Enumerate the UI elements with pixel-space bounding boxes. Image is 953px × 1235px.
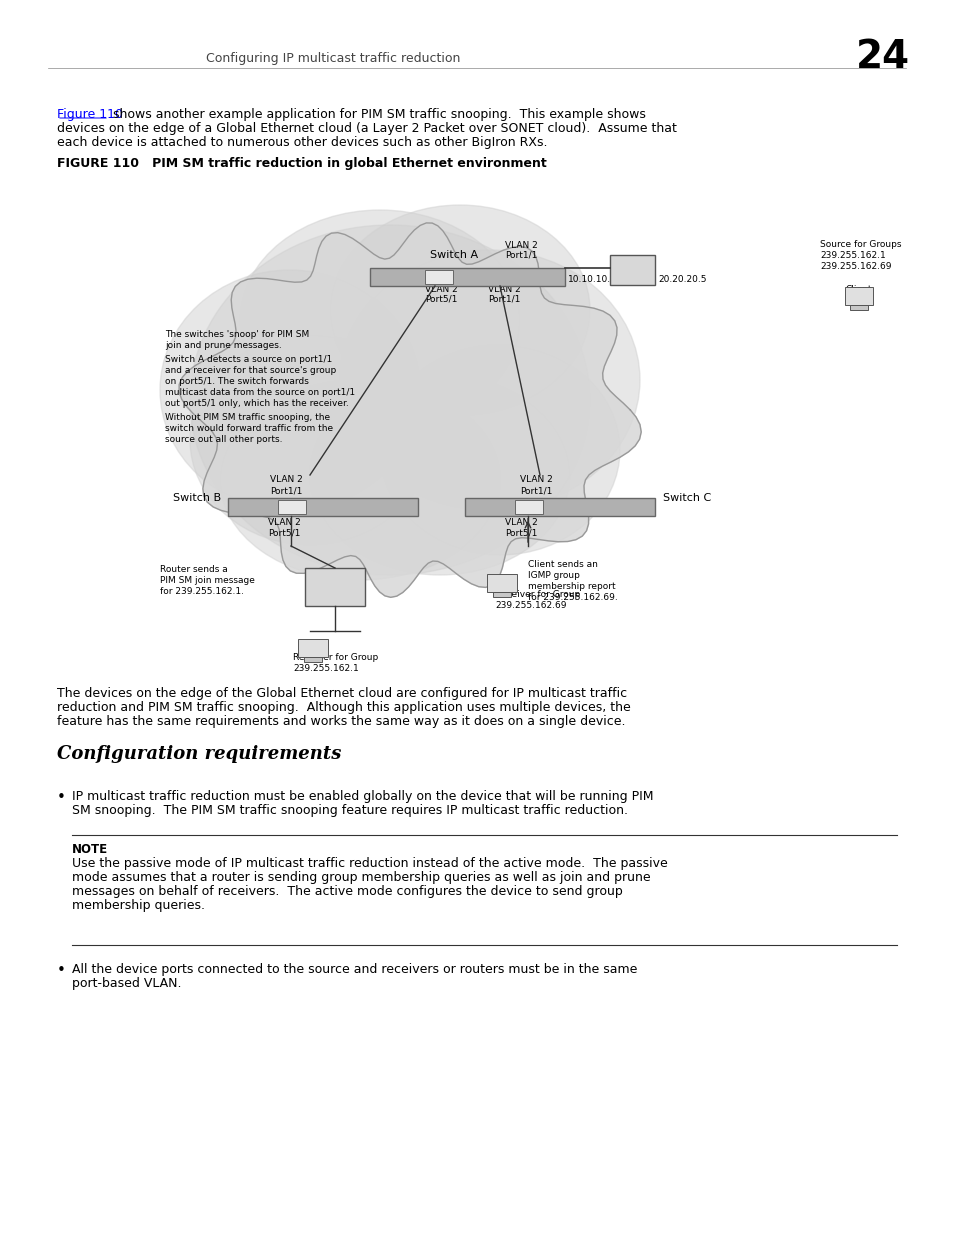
Text: Use the passive mode of IP multicast traffic reduction instead of the active mod: Use the passive mode of IP multicast tra… xyxy=(71,857,667,869)
Text: 239.255.162.69: 239.255.162.69 xyxy=(820,262,890,270)
Ellipse shape xyxy=(330,205,589,415)
Text: Port1/1: Port1/1 xyxy=(488,294,519,303)
Text: membership report: membership report xyxy=(527,582,615,592)
Text: Router: Router xyxy=(318,590,351,600)
Text: VLAN 2: VLAN 2 xyxy=(424,285,457,294)
Text: VLAN 2: VLAN 2 xyxy=(488,285,520,294)
Text: shows another example application for PIM SM traffic snooping.  This example sho: shows another example application for PI… xyxy=(109,107,645,121)
FancyBboxPatch shape xyxy=(370,268,564,287)
Text: Port1/1: Port1/1 xyxy=(519,487,552,495)
Ellipse shape xyxy=(339,249,639,510)
Text: PIM SM join message: PIM SM join message xyxy=(160,576,254,585)
Text: All the device ports connected to the source and receivers or routers must be in: All the device ports connected to the so… xyxy=(71,963,637,976)
FancyBboxPatch shape xyxy=(297,638,328,657)
Text: Port5/1: Port5/1 xyxy=(268,529,300,538)
Text: SM snooping.  The PIM SM traffic snooping feature requires IP multicast traffic : SM snooping. The PIM SM traffic snooping… xyxy=(71,804,627,818)
Text: port-based VLAN.: port-based VLAN. xyxy=(71,977,181,990)
Polygon shape xyxy=(179,224,640,598)
Text: on port5/1. The switch forwards: on port5/1. The switch forwards xyxy=(165,377,309,387)
Text: The devices on the edge of the Global Ethernet cloud are configured for IP multi: The devices on the edge of the Global Et… xyxy=(57,687,626,700)
Text: 239.255.162.69: 239.255.162.69 xyxy=(495,601,566,610)
Ellipse shape xyxy=(220,380,499,580)
Text: 20.20.20.5: 20.20.20.5 xyxy=(658,275,706,284)
Text: Router sends a: Router sends a xyxy=(160,564,228,574)
Text: each device is attached to numerous other devices such as other BigIron RXs.: each device is attached to numerous othe… xyxy=(57,136,547,149)
Ellipse shape xyxy=(160,270,419,510)
Ellipse shape xyxy=(190,335,430,545)
Text: 24: 24 xyxy=(855,38,909,77)
FancyBboxPatch shape xyxy=(849,305,867,310)
Text: Receiver for Group: Receiver for Group xyxy=(293,653,377,662)
Text: FIGURE 110   PIM SM traffic reduction in global Ethernet environment: FIGURE 110 PIM SM traffic reduction in g… xyxy=(57,157,546,170)
Text: Switch A detects a source on port1/1: Switch A detects a source on port1/1 xyxy=(165,354,332,364)
FancyBboxPatch shape xyxy=(515,500,542,514)
Text: Port1/1: Port1/1 xyxy=(270,487,302,495)
Text: Receiver for Group: Receiver for Group xyxy=(495,590,579,599)
Text: VLAN 2: VLAN 2 xyxy=(270,475,302,484)
Text: •: • xyxy=(57,790,66,805)
Text: VLAN 2: VLAN 2 xyxy=(504,241,537,249)
Text: for 239.255.162.69.: for 239.255.162.69. xyxy=(527,593,618,601)
Text: Client: Client xyxy=(488,576,515,584)
FancyBboxPatch shape xyxy=(304,657,322,662)
Text: join and prune messages.: join and prune messages. xyxy=(165,341,281,350)
Text: membership queries.: membership queries. xyxy=(71,899,205,911)
Text: VLAN 2: VLAN 2 xyxy=(268,517,300,527)
Text: The switches 'snoop' for PIM SM: The switches 'snoop' for PIM SM xyxy=(165,330,309,338)
FancyBboxPatch shape xyxy=(464,498,655,516)
Text: 10.10.10.5: 10.10.10.5 xyxy=(567,275,617,284)
Text: Without PIM SM traffic snooping, the: Without PIM SM traffic snooping, the xyxy=(165,412,330,422)
FancyBboxPatch shape xyxy=(424,270,453,284)
Ellipse shape xyxy=(379,345,619,555)
Text: out port5/1 only, which has the receiver.: out port5/1 only, which has the receiver… xyxy=(165,399,349,408)
Text: •: • xyxy=(57,963,66,978)
Text: VLAN 2: VLAN 2 xyxy=(519,475,552,484)
Text: Client: Client xyxy=(299,640,326,650)
Text: Client sends an: Client sends an xyxy=(527,559,598,569)
Text: Port5/1: Port5/1 xyxy=(504,529,537,538)
Ellipse shape xyxy=(190,225,589,576)
Text: switch would forward traffic from the: switch would forward traffic from the xyxy=(165,424,333,433)
Text: Switch C: Switch C xyxy=(662,493,711,503)
Text: Port5/1: Port5/1 xyxy=(424,294,456,303)
Ellipse shape xyxy=(310,375,569,576)
Text: 239.255.162.1: 239.255.162.1 xyxy=(293,664,358,673)
Text: VLAN 2: VLAN 2 xyxy=(504,517,537,527)
Text: Router: Router xyxy=(612,273,641,282)
Text: for 239.255.162.1.: for 239.255.162.1. xyxy=(160,587,244,597)
Text: messages on behalf of receivers.  The active mode configures the device to send : messages on behalf of receivers. The act… xyxy=(71,885,622,898)
Text: Client: Client xyxy=(845,285,871,294)
Text: Source for Groups: Source for Groups xyxy=(820,240,901,249)
FancyBboxPatch shape xyxy=(486,574,517,592)
FancyBboxPatch shape xyxy=(277,500,306,514)
Text: Figure 110: Figure 110 xyxy=(57,107,123,121)
FancyBboxPatch shape xyxy=(493,592,511,597)
Text: multicast data from the source on port1/1: multicast data from the source on port1/… xyxy=(165,388,355,396)
Text: IP multicast traffic reduction must be enabled globally on the device that will : IP multicast traffic reduction must be e… xyxy=(71,790,653,803)
Text: IGMP group: IGMP group xyxy=(527,571,579,580)
Text: source out all other ports.: source out all other ports. xyxy=(165,435,282,445)
Ellipse shape xyxy=(240,210,519,430)
Text: NOTE: NOTE xyxy=(71,844,108,856)
FancyBboxPatch shape xyxy=(228,498,417,516)
Text: mode assumes that a router is sending group membership queries as well as join a: mode assumes that a router is sending gr… xyxy=(71,871,650,884)
Text: Switch B: Switch B xyxy=(172,493,221,503)
Text: devices on the edge of a Global Ethernet cloud (a Layer 2 Packet over SONET clou: devices on the edge of a Global Ethernet… xyxy=(57,122,677,135)
Text: Configuring IP multicast traffic reduction: Configuring IP multicast traffic reducti… xyxy=(206,52,459,65)
FancyBboxPatch shape xyxy=(609,254,655,285)
Text: Port1/1: Port1/1 xyxy=(504,249,537,259)
Text: 239.255.162.1: 239.255.162.1 xyxy=(820,251,884,261)
Text: and a receiver for that source's group: and a receiver for that source's group xyxy=(165,366,335,375)
FancyBboxPatch shape xyxy=(305,568,365,606)
FancyBboxPatch shape xyxy=(844,287,872,305)
Text: reduction and PIM SM traffic snooping.  Although this application uses multiple : reduction and PIM SM traffic snooping. A… xyxy=(57,701,630,714)
Text: Configuration requirements: Configuration requirements xyxy=(57,745,341,763)
Text: feature has the same requirements and works the same way as it does on a single : feature has the same requirements and wo… xyxy=(57,715,625,727)
Text: Switch A: Switch A xyxy=(430,249,477,261)
